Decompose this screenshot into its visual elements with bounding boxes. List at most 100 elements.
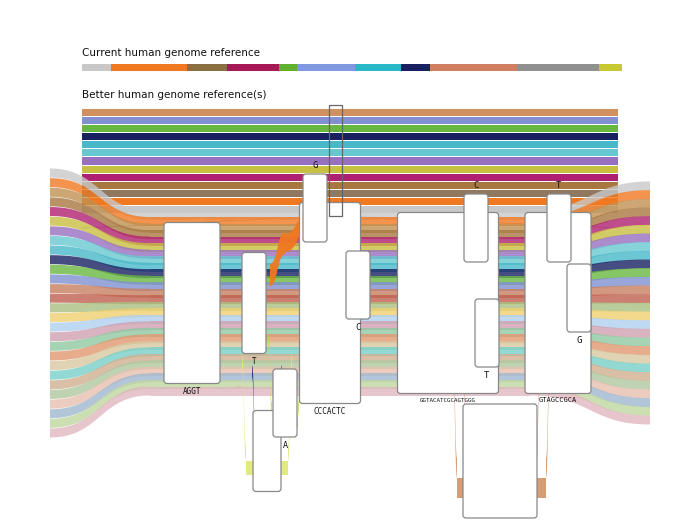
Polygon shape xyxy=(530,380,650,416)
Polygon shape xyxy=(536,365,540,473)
Polygon shape xyxy=(150,334,530,344)
Polygon shape xyxy=(50,236,150,265)
Polygon shape xyxy=(530,341,650,364)
Polygon shape xyxy=(530,242,650,265)
Bar xyxy=(82,190,618,197)
Polygon shape xyxy=(150,341,530,350)
Bar xyxy=(82,125,618,132)
Bar xyxy=(82,206,618,213)
Polygon shape xyxy=(530,386,650,425)
Text: GTAGCCGCA: GTAGCCGCA xyxy=(539,397,577,404)
Polygon shape xyxy=(150,321,530,331)
Polygon shape xyxy=(50,302,150,312)
Polygon shape xyxy=(530,328,650,347)
Polygon shape xyxy=(50,367,150,408)
Polygon shape xyxy=(150,236,530,246)
Polygon shape xyxy=(50,321,150,341)
Polygon shape xyxy=(530,225,650,252)
Polygon shape xyxy=(50,217,150,252)
Polygon shape xyxy=(298,335,302,415)
Polygon shape xyxy=(150,217,530,226)
Text: T: T xyxy=(252,358,256,367)
Text: T: T xyxy=(556,181,561,190)
Polygon shape xyxy=(150,295,530,304)
Bar xyxy=(111,64,186,71)
Bar xyxy=(82,117,618,124)
Polygon shape xyxy=(530,354,650,381)
Polygon shape xyxy=(50,347,150,380)
Polygon shape xyxy=(150,302,530,311)
Polygon shape xyxy=(50,328,150,351)
Polygon shape xyxy=(150,282,530,291)
Polygon shape xyxy=(50,284,150,298)
Polygon shape xyxy=(50,168,150,220)
Bar xyxy=(82,181,618,189)
Polygon shape xyxy=(150,223,530,233)
Polygon shape xyxy=(50,294,150,304)
Polygon shape xyxy=(288,354,292,461)
Bar xyxy=(82,174,618,180)
Polygon shape xyxy=(50,245,150,271)
Bar xyxy=(186,64,228,71)
FancyBboxPatch shape xyxy=(567,264,591,332)
Text: G: G xyxy=(312,161,318,170)
Polygon shape xyxy=(150,354,530,363)
Polygon shape xyxy=(50,265,150,285)
Polygon shape xyxy=(530,259,650,278)
Polygon shape xyxy=(530,277,650,291)
Polygon shape xyxy=(530,199,650,233)
Polygon shape xyxy=(50,308,150,322)
Polygon shape xyxy=(467,473,536,489)
Text: C: C xyxy=(473,181,479,190)
Polygon shape xyxy=(488,225,497,285)
Polygon shape xyxy=(457,478,546,498)
Polygon shape xyxy=(268,335,272,415)
Polygon shape xyxy=(545,221,558,246)
Polygon shape xyxy=(285,199,315,252)
Polygon shape xyxy=(150,289,530,298)
Text: CCCACTC: CCCACTC xyxy=(314,407,346,416)
FancyBboxPatch shape xyxy=(525,212,591,393)
Polygon shape xyxy=(150,373,530,382)
Polygon shape xyxy=(150,256,530,265)
FancyBboxPatch shape xyxy=(547,194,571,262)
Polygon shape xyxy=(530,208,650,239)
Polygon shape xyxy=(150,380,530,389)
Polygon shape xyxy=(256,457,278,469)
Bar xyxy=(82,109,618,116)
Polygon shape xyxy=(50,373,150,418)
Polygon shape xyxy=(252,365,256,457)
Polygon shape xyxy=(50,341,150,370)
Polygon shape xyxy=(530,216,650,246)
Polygon shape xyxy=(530,251,650,271)
Polygon shape xyxy=(530,360,650,390)
Polygon shape xyxy=(530,181,650,220)
Polygon shape xyxy=(530,321,650,338)
Polygon shape xyxy=(530,190,650,226)
Polygon shape xyxy=(50,207,150,246)
Polygon shape xyxy=(530,373,650,407)
Polygon shape xyxy=(546,353,550,478)
Polygon shape xyxy=(50,354,150,389)
Polygon shape xyxy=(530,286,650,298)
Bar xyxy=(82,64,111,71)
Polygon shape xyxy=(272,415,298,427)
Polygon shape xyxy=(150,263,530,271)
FancyBboxPatch shape xyxy=(303,174,327,242)
Bar xyxy=(598,64,622,71)
Bar xyxy=(82,150,618,156)
Polygon shape xyxy=(530,367,650,399)
Bar xyxy=(328,105,342,216)
Bar xyxy=(297,64,355,71)
Bar xyxy=(228,64,279,71)
Polygon shape xyxy=(315,199,340,252)
Polygon shape xyxy=(475,217,488,243)
FancyBboxPatch shape xyxy=(463,404,537,518)
FancyBboxPatch shape xyxy=(475,299,499,367)
FancyBboxPatch shape xyxy=(398,212,498,393)
Polygon shape xyxy=(530,347,650,372)
Text: Current human genome reference: Current human genome reference xyxy=(82,48,260,58)
Polygon shape xyxy=(50,197,150,239)
Polygon shape xyxy=(530,308,650,321)
Polygon shape xyxy=(150,367,530,376)
